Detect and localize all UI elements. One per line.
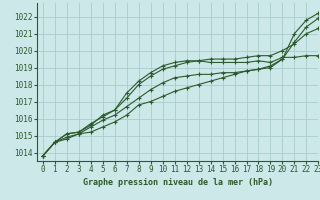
X-axis label: Graphe pression niveau de la mer (hPa): Graphe pression niveau de la mer (hPa): [83, 178, 273, 187]
